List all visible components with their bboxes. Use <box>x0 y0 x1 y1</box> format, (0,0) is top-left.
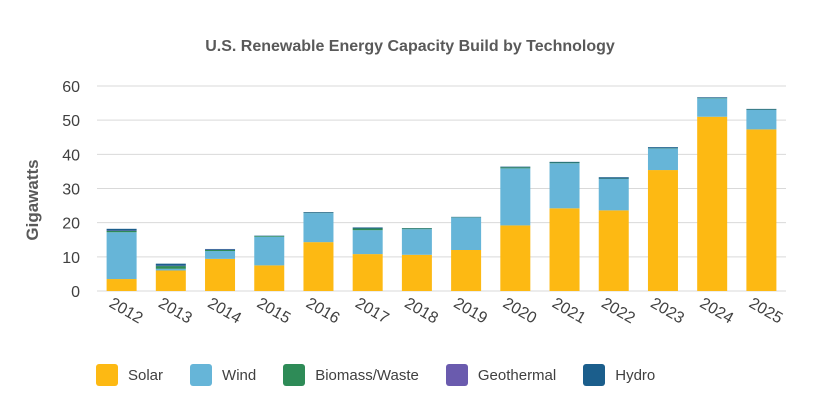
y-tick-label: 40 <box>62 147 80 164</box>
bar-segment-wind-2015 <box>254 236 285 266</box>
bar-segment-hydro-2025 <box>746 108 777 110</box>
bar-segment-hydro-2024 <box>697 97 728 98</box>
bar-segment-biomass-waste-2021 <box>549 162 580 164</box>
legend-label: Hydro <box>615 366 656 384</box>
x-tick-label: 2025 <box>746 295 785 328</box>
y-axis-label: Gigawatts <box>23 159 42 240</box>
bar-segment-hydro-2023 <box>647 147 678 149</box>
bar-segment-solar-2014 <box>205 258 236 291</box>
gridlines <box>97 85 786 292</box>
x-tick-label: 2017 <box>352 295 391 328</box>
x-tick-label: 2016 <box>303 295 342 328</box>
x-axis-ticks: 2012 2013 2014 2015 2016 2017 2018 2019 2020 2021… <box>106 295 785 328</box>
legend-label: Solar <box>128 366 164 384</box>
x-tick-label: 2013 <box>155 295 194 328</box>
bar-segment-solar-2024 <box>697 116 728 291</box>
bar-segment-solar-2025 <box>746 129 777 291</box>
bar-segment-hydro-2014 <box>205 248 236 250</box>
legend-label: Geothermal <box>477 366 557 384</box>
bar-segment-solar-2013 <box>155 270 186 291</box>
y-tick-label: 10 <box>62 250 80 267</box>
legend-item-solar: Solar <box>96 364 163 386</box>
bar-segment-biomass-waste-2013 <box>155 266 186 269</box>
legend-item-wind: Wind <box>190 364 256 386</box>
bar-segment-wind-2021 <box>549 163 580 209</box>
legend-swatch <box>190 364 213 386</box>
bar-segment-wind-2024 <box>697 98 728 117</box>
bar-segment-solar-2012 <box>106 279 137 291</box>
bar-segment-hydro-2022 <box>598 177 629 179</box>
bar-segment-hydro-2017 <box>352 227 383 229</box>
legend-swatch <box>445 364 468 386</box>
bar-segment-wind-2017 <box>352 230 383 255</box>
bar-segment-biomass-waste-2018 <box>401 228 432 230</box>
bar-segment-solar-2020 <box>500 225 531 291</box>
x-tick-label: 2023 <box>648 295 687 328</box>
bar-segment-biomass-waste-2015 <box>254 235 285 237</box>
bar-segment-wind-2012 <box>106 232 137 280</box>
bar-segment-solar-2021 <box>549 208 580 291</box>
bar-segment-wind-2022 <box>598 178 629 211</box>
x-tick-label: 2019 <box>451 295 490 328</box>
y-tick-label: 30 <box>62 182 80 199</box>
legend-swatch <box>96 364 118 386</box>
bar-segment-hydro-2020 <box>500 166 531 168</box>
bar-segment-wind-2019 <box>451 217 482 250</box>
legend: Solar Wind Biomass/Waste Geothermal Hydro <box>96 364 682 386</box>
x-tick-label: 2015 <box>254 295 293 328</box>
legend-item-hydro: Hydro <box>583 364 655 386</box>
bar-segment-solar-2019 <box>451 250 482 291</box>
x-tick-label: 2018 <box>401 295 440 328</box>
bar-segment-wind-2014 <box>205 251 236 259</box>
bar-segment-solar-2018 <box>401 254 432 291</box>
bar-segment-hydro-2012 <box>106 228 137 231</box>
x-tick-label: 2014 <box>205 295 244 328</box>
y-axis-ticks: 0 10 20 30 40 50 60 <box>62 79 80 301</box>
x-tick-label: 2021 <box>549 295 588 328</box>
legend-label: Biomass/Waste <box>315 366 419 384</box>
legend-item-biomass-waste: Biomass/Waste <box>283 364 419 386</box>
bar-segment-wind-2013 <box>155 268 186 271</box>
legend-swatch <box>283 364 306 386</box>
y-tick-label: 50 <box>62 113 80 130</box>
legend-swatch <box>583 364 606 386</box>
bar-segment-wind-2023 <box>647 148 678 171</box>
bar-segment-hydro-2016 <box>303 212 334 213</box>
bar-segment-hydro-2021 <box>549 161 580 163</box>
bar-segment-solar-2015 <box>254 265 285 291</box>
bar-segment-biomass-waste-2012 <box>106 230 137 233</box>
chart-title: U.S. Renewable Energy Capacity Build by … <box>205 38 615 55</box>
bar-segment-wind-2016 <box>303 213 334 243</box>
bar-segment-solar-2023 <box>647 170 678 291</box>
x-tick-label: 2012 <box>106 295 145 328</box>
bar-segment-wind-2025 <box>746 109 777 130</box>
legend-item-geothermal: Geothermal <box>445 364 557 386</box>
bar-segment-wind-2020 <box>500 168 531 226</box>
y-tick-label: 20 <box>62 216 80 233</box>
bar-segment-biomass-waste-2017 <box>352 228 383 231</box>
bar-segment-solar-2017 <box>352 254 383 291</box>
bar-segment-solar-2016 <box>303 242 334 291</box>
bar-segment-biomass-waste-2020 <box>500 167 531 169</box>
x-tick-label: 2024 <box>697 295 736 328</box>
bar-segment-hydro-2013 <box>155 263 186 266</box>
x-tick-label: 2022 <box>598 295 637 328</box>
bar-segment-wind-2018 <box>401 229 432 255</box>
y-tick-label: 60 <box>62 79 80 96</box>
x-tick-label: 2020 <box>500 295 539 328</box>
bars <box>106 97 777 291</box>
legend-label: Wind <box>222 366 257 384</box>
bar-segment-solar-2022 <box>598 210 629 291</box>
bar-segment-biomass-waste-2014 <box>205 250 236 252</box>
y-tick-label: 0 <box>71 284 80 301</box>
